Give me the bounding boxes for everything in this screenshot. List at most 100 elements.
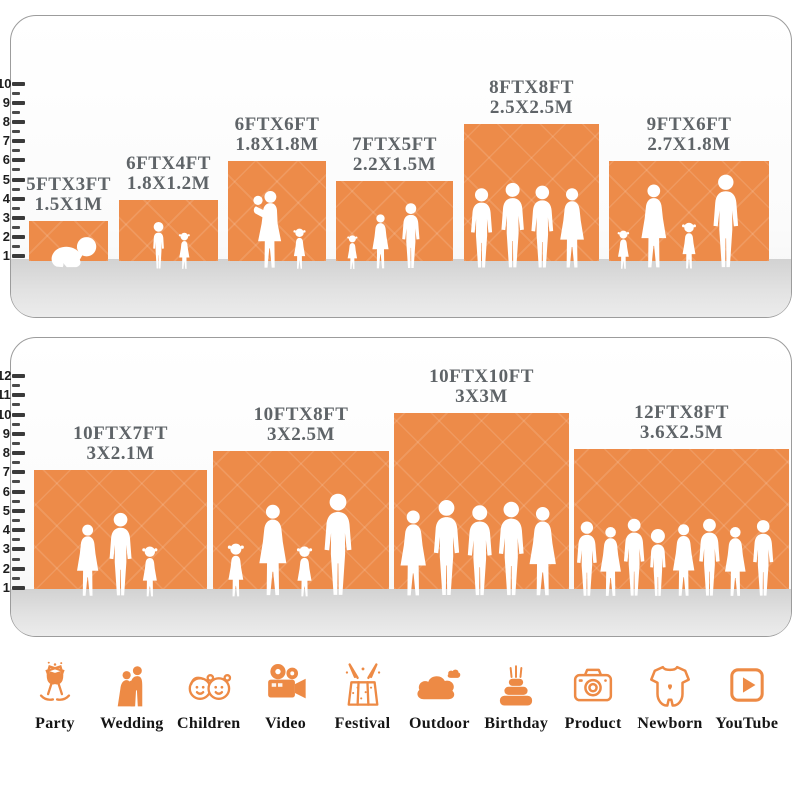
ruler-tick-label: 12 [0,368,12,383]
size-feet: 10FTX8FT [253,403,349,425]
backdrop-size-label: 7FTX5FT 2.2X1.5M [352,133,437,176]
people-silhouettes [471,182,584,268]
people-silhouettes [77,512,158,597]
ruler-tick-minor [12,499,20,503]
category-video: Video [251,660,321,733]
backdrop-size-label: 5FTX3FT 1.5X1M [26,173,111,216]
ruler-tick-label: 4 [2,522,10,538]
category-wedding: Wedding [97,660,167,733]
ruler-tick-major [12,374,25,378]
backdrop-bar-10ftx8ft: 10FTX8FT 3X2.5M [213,404,389,597]
ruler-tick-major [12,101,25,106]
size-feet: 7FTX5FT [352,133,437,155]
ruler-tick-major [12,566,25,571]
category-label: Wedding [100,715,164,732]
category-label: Festival [334,715,391,732]
ruler-tick-major [12,82,25,86]
category-newborn: Newborn [635,660,705,733]
ruler-tick-major [12,253,25,258]
size-feet: 6FTX6FT [234,113,320,135]
backdrop-size-label: 8FTX8FT 2.5X2.5M [489,76,574,119]
people-silhouettes [227,493,352,597]
backdrop-bar-8ftx8ft: 8FTX8FT 2.5X2.5M [464,77,599,268]
size-feet: 12FTX8FT [634,401,729,423]
ruler-tick-major [12,196,25,201]
panel-small-backdrops: 10 9 8 7 6 5 4 3 2 1 5FTX3FT 1.5X1M 6FTX4FT 1.8X1.2M… [0,15,792,318]
ruler-tick-minor [12,244,20,248]
ruler-tick-minor [12,168,20,172]
ruler-tick-minor [12,519,20,523]
ruler-tick-major [12,508,25,513]
ruler-tick-label: 10 [0,406,12,422]
size-meters: 3X2.5M [267,424,335,446]
ruler-tick-label: 9 [2,425,10,441]
ruler-tick-major [12,547,25,552]
ruler-tick-major [12,528,25,533]
ruler-tick-minor [12,206,20,210]
category-birthday: Birthday [481,660,551,733]
ruler-tick-label: 8 [2,114,10,130]
panel-medium-backdrops: 121110987654321 10FTX7FT3X2.1M10FTX8FT3X… [0,337,792,637]
ruler-tick-label: 7 [2,464,10,480]
floor-shadow [11,259,791,317]
ruler-tick-minor [12,92,20,96]
newborn-icon [650,665,690,707]
size-feet: 10FTX7FT [73,422,168,444]
category-party: Party [20,660,90,733]
ruler-tick-major [12,158,25,163]
backdrop-size-label: 12FTX8FT 3.6X2.5M [634,401,729,444]
youtube-icon [730,668,764,702]
ruler-tick-minor [12,187,20,191]
category-label: Birthday [484,715,549,732]
people-silhouettes [153,221,190,269]
ruler-tick-label: 6 [2,152,10,168]
ruler-tick-major [12,139,25,144]
ruler-tick-label: 3 [2,209,10,225]
size-meters: 3.6X2.5M [639,422,724,444]
backdrop-bar-9ftx6ft: 9FTX6FT 2.7X1.8M [609,114,769,269]
ruler-tick-minor [12,480,20,484]
ruler-tick-label: 4 [2,190,10,206]
ruler-tick-minor [12,441,20,445]
festival-icon [345,663,380,706]
ruler-tick-label: 10 [0,76,12,91]
ruler-tick-major [12,393,25,398]
ruler-tick-label: 8 [2,445,10,461]
people-silhouettes [617,174,739,269]
ruler-tick-minor [12,111,20,115]
ruler-tick-label: 3 [2,541,10,557]
category-label: Product [564,715,622,732]
ruler-tick-label: 7 [2,133,10,149]
backdrop-bar-6ftx4ft: 6FTX4FT 1.8X1.2M [119,153,218,269]
ruler-tick-major [12,412,25,417]
size-meters: 3X2.1M [86,443,155,465]
size-meters: 2.2X1.5M [352,154,437,176]
ft-ruler: 10 9 8 7 6 5 4 3 2 1 [0,16,41,317]
ruler-tick-major [12,470,25,475]
ruler-tick-label: 1 [2,247,10,263]
people-silhouettes [253,190,306,269]
ruler-tick-major [12,451,25,456]
size-meters: 1.8X1.2M [126,173,211,195]
size-feet: 5FTX3FT [26,173,111,195]
wedding-icon [117,666,143,707]
category-outdoor: Outdoor [404,660,474,733]
backdrop-size-label: 10FTX7FT 3X2.1M [73,422,168,465]
category-bar: Party Wedding [0,660,800,760]
ruler-tick-minor [12,461,20,465]
ruler-tick-major [12,489,25,494]
ruler-tick-label: 1 [2,579,10,595]
ruler-tick-minor [12,403,20,407]
category-youtube: YouTube [712,660,782,733]
size-meters: 2.7X1.8M [647,134,731,156]
people-silhouettes [347,203,420,269]
size-feet: 8FTX8FT [489,76,574,98]
backdrop-bar-6ftx6ft: 6FTX6FT 1.8X1.8M [228,114,326,269]
category-label: Newborn [637,715,703,732]
category-label: YouTube [715,715,779,732]
size-feet: 6FTX4FT [126,152,211,174]
backdrop-bar-10ftx10ft: 10FTX10FT 3X3M [394,366,569,596]
video-icon [267,664,306,699]
category-label: Video [265,715,307,732]
ruler-tick-minor [12,149,20,153]
